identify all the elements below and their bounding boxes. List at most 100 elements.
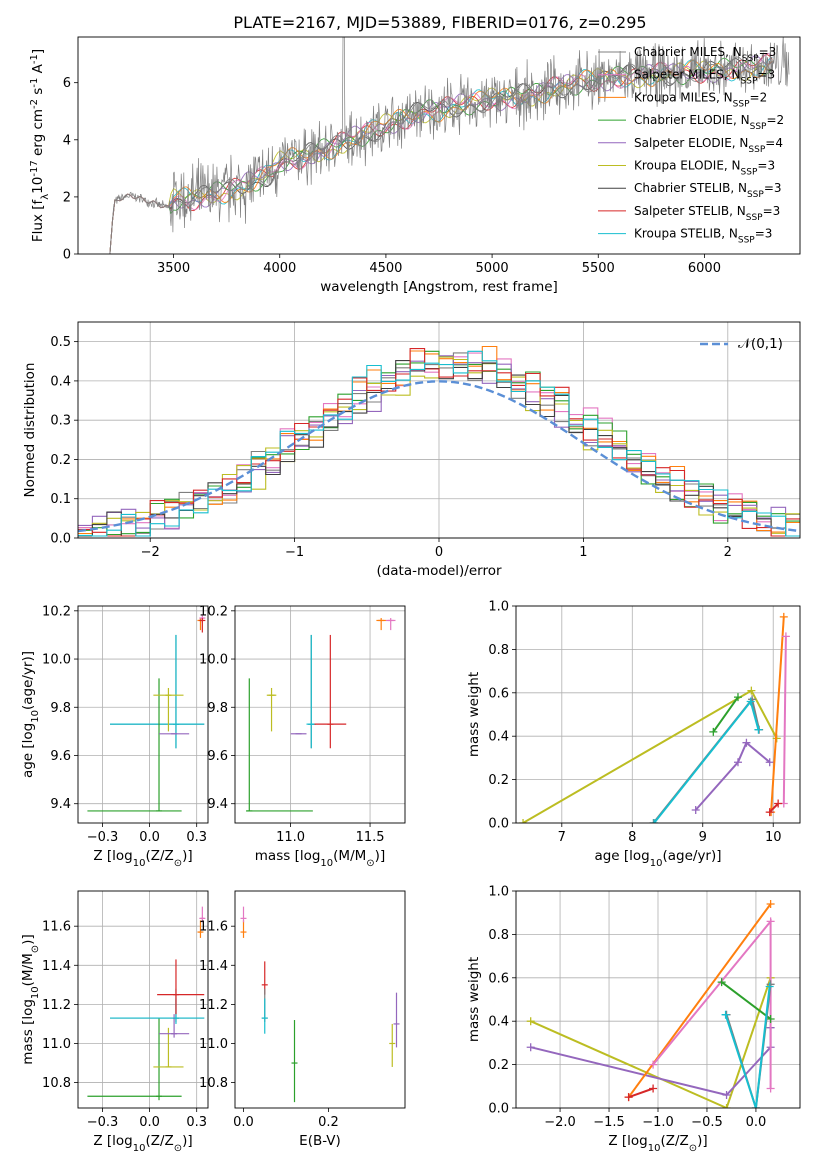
axes-frame [234, 890, 406, 1109]
x-tick-label: 0.3 [186, 1115, 207, 1130]
legend-label: Salpeter ELODIE, NSSP=4 [634, 136, 783, 155]
plus-marker [779, 612, 788, 621]
plus-marker [649, 819, 658, 823]
label-fragment: =3 [759, 45, 777, 59]
y-tick-label: 0 [63, 248, 71, 263]
weight-line [768, 802, 779, 813]
data-point [87, 678, 182, 812]
x-tick-label: −0.3 [87, 1115, 119, 1130]
plus-marker [766, 900, 775, 909]
label-fragment: Z [log [93, 848, 132, 864]
label-fragment: -1 [29, 78, 40, 88]
plus-marker [766, 917, 775, 926]
label-fragment: ⊙ [30, 945, 41, 953]
y-tick-label: 10.0 [42, 653, 71, 668]
label-fragment: 10 [30, 177, 46, 194]
y-tick-label: 11.2 [42, 998, 71, 1013]
x-tick-label: 0.2 [318, 1115, 339, 1130]
observed-spectrum [109, 37, 790, 254]
plus-marker [766, 1084, 775, 1093]
data-point [266, 687, 277, 732]
y-tick-label: 9.8 [50, 701, 71, 716]
y-axis-label: mass [log10(M/M⊙)] [20, 934, 41, 1064]
legend-label: Chabrier STELIB, NSSP=3 [634, 181, 782, 200]
plus-marker [733, 758, 742, 767]
plus-marker [774, 799, 783, 808]
x-tick-label: 6000 [688, 261, 721, 276]
label-fragment: (Z/Z [660, 1133, 688, 1149]
y-tick-label: 9.4 [207, 797, 228, 812]
legend-label: Kroupa MILES, NSSP=2 [634, 90, 767, 109]
plus-marker [751, 1104, 760, 1108]
x-tick-label: 0 [435, 545, 443, 560]
x-tick-label: 3500 [157, 261, 190, 276]
label-fragment: SSP [748, 145, 765, 155]
histogram-step [78, 350, 800, 536]
data-point [376, 618, 386, 631]
x-tick-label: −1 [285, 545, 304, 560]
data-point [291, 1020, 298, 1103]
label-fragment: Salpeter ELODIE, N [634, 136, 748, 150]
x-tick-label: 4500 [369, 261, 402, 276]
plus-marker [691, 805, 700, 814]
plot-body [526, 900, 775, 1108]
y-tick-label: 11.0 [199, 1037, 228, 1052]
x-tick-label: 5500 [582, 261, 615, 276]
label-fragment: mass weight [466, 957, 482, 1042]
plus-marker [746, 697, 755, 706]
legend-label: Salpeter STELIB, NSSP=3 [634, 204, 780, 223]
x-tick-label: −2.0 [544, 1115, 576, 1130]
data-point [197, 920, 204, 938]
x-tick-label: 4000 [263, 261, 296, 276]
label-fragment: (Z/Z [145, 848, 173, 864]
plot-body [519, 612, 790, 823]
label-fragment: Chabrier MILES, N [634, 45, 742, 59]
y-axis-label: Normed distribution [22, 363, 38, 498]
weight-series [519, 686, 781, 823]
chart-spectrum: 3500 4000 4500 5000 5500 6000 0 2 4 6 wavelength [… [29, 36, 801, 295]
label-fragment: -17 [29, 160, 40, 176]
data-point [261, 998, 268, 1034]
weight-series [624, 1084, 658, 1102]
plus-marker [754, 725, 763, 734]
label-fragment: Salpeter MILES, N [634, 68, 741, 82]
label-fragment: SSP [741, 168, 758, 178]
y-tick-label: 11.4 [42, 959, 71, 974]
label-fragment: 10 [133, 1143, 146, 1154]
data-point [240, 906, 247, 923]
label-fragment: Kroupa ELODIE, N [634, 159, 741, 173]
plus-marker [649, 1060, 658, 1069]
x-tick-label: 11.5 [356, 830, 385, 845]
weight-line [721, 981, 772, 1020]
plot-body [109, 37, 790, 254]
weight-series [765, 799, 783, 817]
y-axis-label: mass weight [466, 957, 482, 1042]
label-fragment: 10 [133, 858, 146, 869]
y-tick-label: 10.2 [199, 604, 228, 619]
weight-series [717, 978, 775, 1024]
label-fragment: =3 [764, 181, 782, 195]
y-tick-label: 0.2 [488, 773, 509, 788]
y-tick-label: 0.0 [50, 532, 71, 547]
x-axis-label: Z [log10(Z/Z⊙)] [608, 1133, 707, 1154]
x-tick-label: 7 [558, 830, 566, 845]
plot-body [240, 906, 400, 1103]
y-tick-label: 0.6 [488, 971, 509, 986]
label-fragment: s [30, 88, 46, 99]
plus-marker [742, 738, 751, 747]
x-tick-label: −2 [141, 545, 160, 560]
plus-marker [781, 632, 790, 641]
label-fragment: erg cm [30, 109, 46, 160]
plus-marker [722, 1104, 731, 1108]
label-fragment: Kroupa MILES, N [634, 90, 733, 104]
x-tick-label: 5000 [476, 261, 509, 276]
weight-line [770, 616, 785, 813]
x-axis-label: age [log10(age/yr)] [594, 848, 721, 869]
label-fragment: SSP [750, 122, 767, 132]
weight-line [628, 1087, 654, 1099]
y-tick-label: 9.6 [207, 749, 228, 764]
legend-label: Kroupa ELODIE, NSSP=3 [634, 159, 775, 178]
weight-line [694, 741, 771, 811]
y-tick-label: 0.8 [488, 643, 509, 658]
